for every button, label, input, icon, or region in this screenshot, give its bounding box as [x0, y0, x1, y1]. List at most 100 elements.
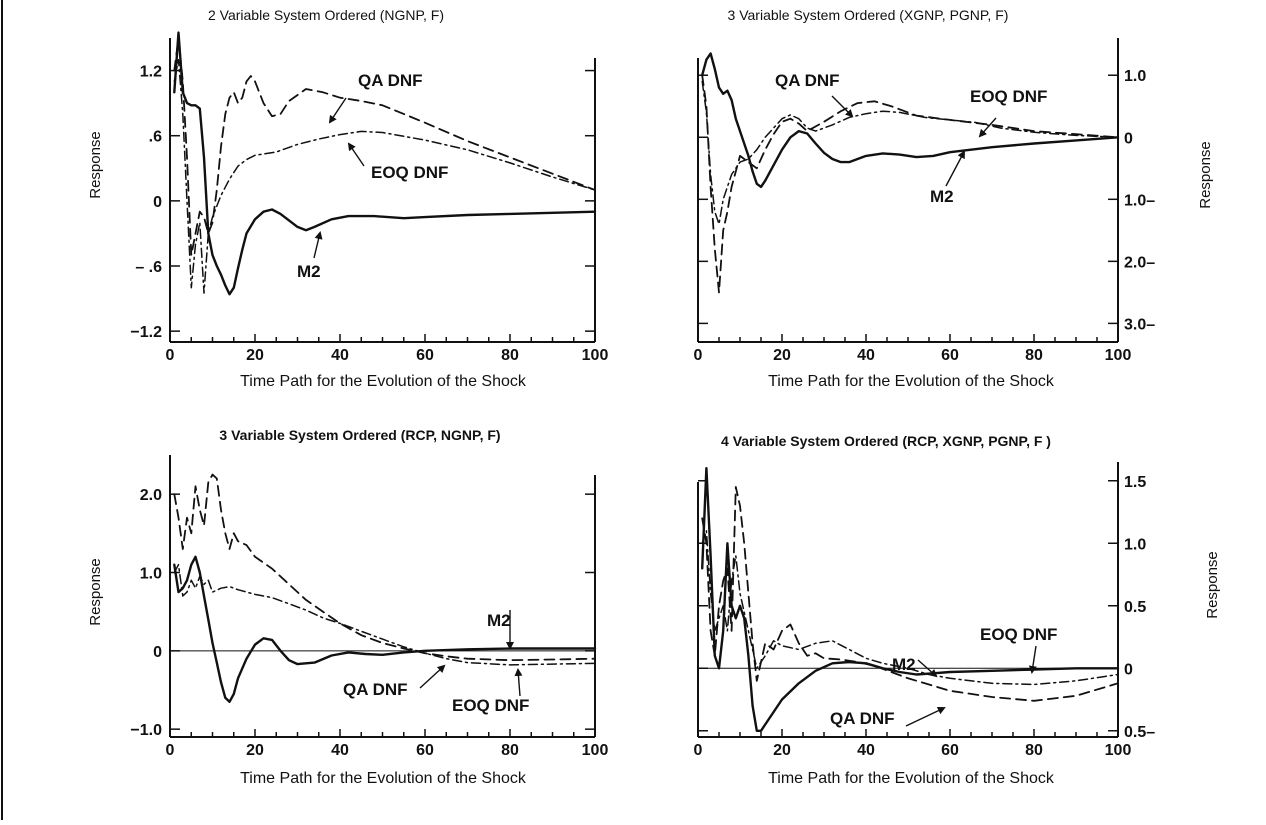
x-tick-label: 20 — [246, 347, 264, 364]
x-tick-label: 80 — [501, 742, 519, 759]
annotation-label: QA DNF — [775, 71, 840, 90]
series-line-m2 — [173, 31, 597, 296]
y-tick-label: 0 — [153, 644, 162, 661]
annotation-arrow — [905, 706, 946, 727]
series-line-m2 — [701, 52, 1120, 189]
series-line-eoq-dnf — [173, 58, 596, 294]
y-ticks: 1.2 .6 0 – .6 −1.2 — [130, 64, 595, 341]
series-lines — [701, 52, 1120, 294]
y-axis-label: Response — [87, 558, 104, 626]
y-tick-label: – .6 — [135, 259, 162, 276]
panel-title: 4 Variable System Ordered (RCP, XGNP, PG… — [721, 433, 1051, 449]
y-tick-label: .6 — [149, 129, 162, 146]
annotation-label: EOQ DNF — [970, 87, 1047, 106]
x-tick-label: 100 — [582, 347, 609, 364]
y-tick-label: 0 — [153, 194, 162, 211]
panel-title: 3 Variable System Ordered (RCP, NGNP, F) — [219, 427, 500, 443]
panel-ngnp: 2 Variable System Ordered (NGNP, F) Time… — [87, 7, 608, 390]
y-axis-label: Response — [1204, 551, 1221, 619]
x-tick-label: 40 — [331, 347, 349, 364]
panel-rcp-xgnp-pgnp: 4 Variable System Ordered (RCP, XGNP, PG… — [694, 433, 1221, 787]
y-tick-label: 1.0 — [1124, 68, 1146, 85]
x-axis-label: Time Path for the Evolution of the Shock — [768, 373, 1055, 390]
x-tick-label: 20 — [773, 742, 791, 759]
y-axis-label: Response — [87, 131, 104, 199]
x-ticks: 0 20 40 60 80 100 — [166, 729, 609, 759]
series-line-qa-dnf — [173, 473, 596, 662]
y-tick-label: 0 — [1124, 661, 1133, 678]
y-tick-label: 0.5 — [1124, 599, 1146, 616]
series-line-m2 — [173, 555, 597, 703]
axes — [697, 38, 1119, 343]
x-tick-label: 60 — [416, 742, 434, 759]
annotations: M2 QA DNF EOQ DNF — [343, 610, 529, 715]
annotation-arrow — [514, 668, 523, 697]
x-tick-label: 0 — [166, 742, 175, 759]
annotations: QA DNF EOQ DNF M2 — [775, 71, 1047, 206]
y-tick-label: 2.0 — [140, 487, 162, 504]
annotation-label: M2 — [930, 187, 954, 206]
panel-title: 3 Variable System Ordered (XGNP, PGNP, F… — [728, 7, 1009, 23]
x-tick-label: 40 — [857, 347, 875, 364]
x-tick-label: 40 — [331, 742, 349, 759]
x-axis-label: Time Path for the Evolution of the Shock — [240, 373, 527, 390]
x-tick-label: 100 — [1105, 742, 1132, 759]
x-ticks: 0 20 40 60 80 100 — [694, 334, 1132, 364]
series-lines — [173, 31, 597, 296]
y-tick-label: 1.0 — [1124, 536, 1146, 553]
annotations: QA DNF EOQ DNF M2 — [297, 71, 448, 281]
y-tick-label: −1.0 — [130, 722, 162, 739]
y-ticks: 2.0 1.0 0 −1.0 — [130, 487, 595, 739]
x-tick-label: 60 — [941, 742, 959, 759]
x-ticks: 0 20 40 60 80 100 — [166, 334, 609, 364]
x-tick-label: 40 — [857, 742, 875, 759]
x-tick-label: 20 — [246, 742, 264, 759]
x-tick-label: 20 — [773, 347, 791, 364]
annotation-label: EOQ DNF — [452, 696, 529, 715]
panel-rcp-ngnp: 3 Variable System Ordered (RCP, NGNP, F)… — [87, 427, 608, 787]
y-tick-label: 1.2 — [140, 64, 162, 81]
panel-title: 2 Variable System Ordered (NGNP, F) — [208, 7, 444, 23]
annotation-label: M2 — [297, 262, 321, 281]
annotation-arrow — [831, 95, 854, 118]
axes — [697, 462, 1119, 738]
annotation-arrow — [347, 142, 365, 167]
x-tick-label: 100 — [1105, 347, 1132, 364]
annotation-label: QA DNF — [343, 680, 408, 699]
y-tick-label: 1.0– — [1124, 192, 1155, 209]
series-line-m2 — [701, 467, 1120, 732]
series-lines — [173, 473, 597, 703]
y-tick-label: 1.0 — [140, 566, 162, 583]
y-ticks: 1.0 0 1.0– 2.0– 3.0– — [698, 68, 1155, 333]
y-tick-label: −1.2 — [130, 324, 162, 341]
x-tick-label: 60 — [941, 347, 959, 364]
annotation-arrow — [945, 150, 965, 187]
series-line-eoq-dnf — [701, 530, 1119, 686]
annotation-label: M2 — [892, 655, 916, 674]
series-line-eoq-dnf — [173, 563, 596, 666]
annotation-arrow — [1028, 645, 1037, 674]
annotation-arrow — [419, 664, 446, 689]
x-axis-label: Time Path for the Evolution of the Shock — [768, 770, 1055, 787]
series-line-qa-dnf — [701, 74, 1119, 294]
x-tick-label: 0 — [694, 347, 703, 364]
series-line-eoq-dnf — [701, 80, 1119, 225]
annotation-label: M2 — [487, 611, 511, 630]
y-ticks: 1.5 1.0 0.5 0 0.5– — [698, 474, 1155, 741]
annotation-label: EOQ DNF — [371, 163, 448, 182]
series-lines — [701, 467, 1120, 732]
y-tick-label: 1.5 — [1124, 474, 1146, 491]
x-tick-label: 80 — [501, 347, 519, 364]
y-tick-label: 0 — [1124, 130, 1133, 147]
annotation-arrow — [978, 117, 997, 138]
x-tick-label: 0 — [166, 347, 175, 364]
annotation-arrow — [328, 97, 347, 124]
x-axis-label: Time Path for the Evolution of the Shock — [240, 770, 527, 787]
annotation-label: QA DNF — [358, 71, 423, 90]
x-tick-label: 100 — [582, 742, 609, 759]
x-ticks: 0 20 40 60 80 100 — [694, 729, 1132, 759]
x-tick-label: 80 — [1025, 742, 1043, 759]
y-axis-label: Response — [1197, 141, 1214, 209]
annotation-arrow — [917, 659, 938, 678]
